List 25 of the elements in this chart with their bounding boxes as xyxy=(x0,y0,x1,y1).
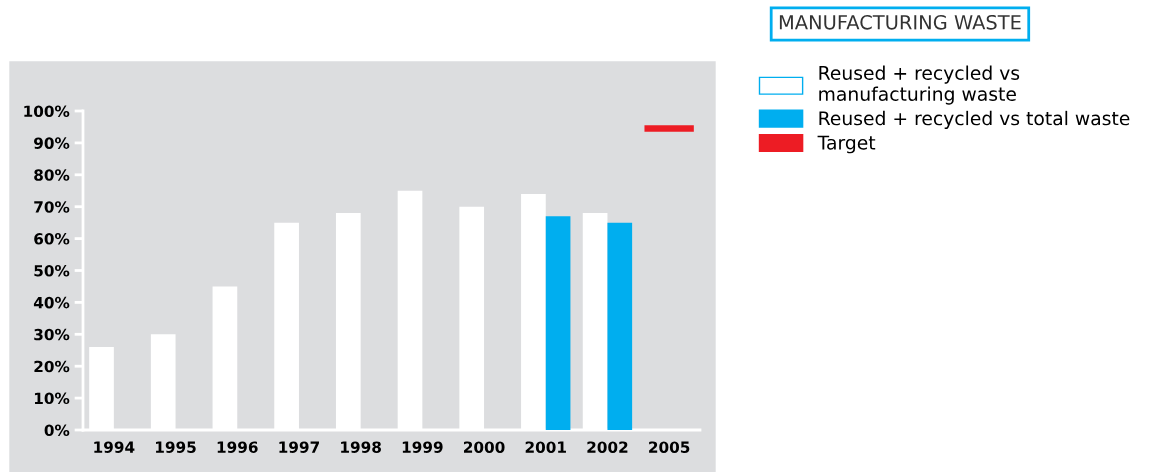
x-tick-label: 1997 xyxy=(279,441,319,453)
x-tick-label: 2005 xyxy=(649,441,690,453)
y-tick-label: 80% xyxy=(34,169,70,181)
y-tick-label: 40% xyxy=(33,296,70,309)
legend-label: Reused + recycled vs total waste xyxy=(819,110,1130,129)
x-tick-label: 2002 xyxy=(587,441,628,453)
legend-label: Target xyxy=(817,135,876,154)
x-tick-label: 1998 xyxy=(341,441,381,453)
legend-label: Reused + recycled vs manufacturing waste xyxy=(819,65,1020,105)
y-tick-label: 0% xyxy=(44,424,70,437)
x-tick-label: 2000 xyxy=(464,441,505,453)
y-tick-label: 10% xyxy=(34,392,70,405)
legend-title: MANUFACTURING WASTE xyxy=(779,14,1021,30)
x-tick-label: 2001 xyxy=(525,441,566,453)
y-tick-label: 20% xyxy=(34,360,70,373)
y-tick-label: 50% xyxy=(34,264,70,277)
x-tick-label: 1995 xyxy=(156,441,196,453)
x-tick-label: 1996 xyxy=(217,441,258,453)
y-tick-label: 30% xyxy=(34,328,70,341)
y-tick-label: 100% xyxy=(24,105,70,118)
y-tick-label: 70% xyxy=(34,201,70,213)
y-tick-label: 90% xyxy=(34,137,70,149)
x-tick-label: 1999 xyxy=(402,441,443,453)
y-tick-label: 60% xyxy=(34,233,70,245)
x-tick-label: 1994 xyxy=(94,441,135,453)
